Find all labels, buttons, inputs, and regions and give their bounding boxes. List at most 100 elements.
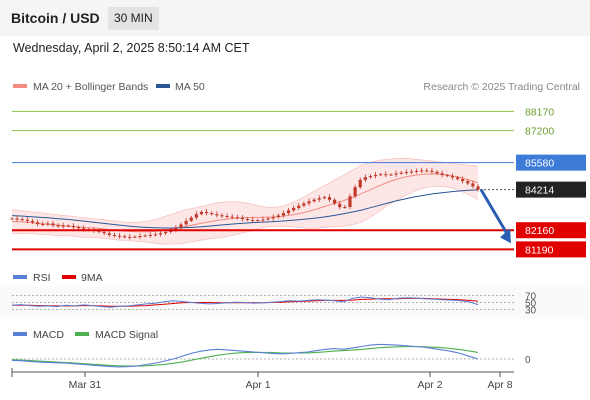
- candle: [71, 223, 76, 230]
- candle: [220, 213, 224, 218]
- level-label: 85580: [525, 158, 554, 170]
- candle: [389, 173, 393, 176]
- legend-label-ma50: MA 50: [175, 81, 205, 93]
- candle: [15, 215, 19, 222]
- candle: [425, 168, 429, 173]
- candle: [235, 214, 239, 220]
- legend-swatch-ma20: [13, 84, 27, 88]
- candle: [307, 198, 311, 206]
- candle: [404, 169, 408, 175]
- macd-legend-label: MACD: [33, 329, 64, 341]
- candle: [179, 222, 183, 230]
- forecast-arrow: [479, 188, 511, 244]
- candle: [435, 170, 439, 175]
- candle: [414, 168, 419, 174]
- level-pivot: 85580: [12, 154, 586, 171]
- candle: [343, 204, 347, 209]
- ma20-line: [11, 173, 479, 233]
- candle: [430, 167, 434, 175]
- ma50-line: [11, 189, 479, 229]
- candle: [204, 208, 209, 216]
- rsi-line: [11, 296, 479, 308]
- candle: [276, 213, 280, 219]
- chart-datetime: Wednesday, April 2, 2025 8:50:14 AM CET: [13, 41, 250, 55]
- candle: [25, 216, 29, 224]
- candle: [317, 195, 321, 202]
- macd-panel: 0: [11, 343, 531, 368]
- candle: [112, 232, 117, 238]
- candle: [184, 218, 188, 227]
- macd-line: [11, 343, 479, 368]
- rsi-level-label: 70: [525, 292, 537, 303]
- candle: [123, 234, 127, 239]
- timeframe-badge[interactable]: 30 MIN: [108, 7, 159, 30]
- candle: [409, 169, 414, 174]
- candle: [471, 180, 475, 189]
- candle: [107, 230, 111, 237]
- x-tick-label: Apr 8: [487, 379, 512, 391]
- candle: [36, 219, 40, 227]
- candle: [286, 208, 291, 216]
- candle: [368, 174, 373, 179]
- candle: [399, 170, 403, 175]
- bollinger-lower: [11, 185, 479, 245]
- candle: [128, 233, 132, 240]
- main-legend: MA 20 + Bollinger Bands MA 50 Research ©…: [13, 81, 580, 93]
- rsi-level-label: 30: [525, 305, 537, 316]
- level-support: 82160: [12, 222, 586, 239]
- candle: [379, 172, 383, 177]
- candle: [158, 230, 163, 237]
- rsi-ma-legend-swatch: [62, 275, 76, 279]
- level-target: 87200: [12, 126, 554, 138]
- price-panel: [10, 157, 480, 245]
- rsi-legend-label: RSI: [33, 272, 51, 284]
- chart-header: Bitcoin / USD 30 MIN: [0, 0, 590, 36]
- instrument-title: Bitcoin / USD: [11, 10, 100, 26]
- candle: [133, 235, 137, 239]
- x-axis: Mar 31 Apr 1 Apr 2 Apr 8: [11, 368, 514, 391]
- level-label: 87200: [525, 126, 554, 138]
- candle: [476, 183, 480, 192]
- candle: [225, 213, 229, 219]
- candle: [76, 225, 81, 230]
- candle: [245, 217, 250, 222]
- rsi-legend: RSI 9MA: [13, 272, 103, 284]
- candle: [327, 194, 332, 203]
- candle: [251, 216, 255, 223]
- candle: [256, 218, 260, 222]
- candle: [333, 198, 337, 206]
- candle: [281, 210, 286, 218]
- candle: [292, 205, 296, 213]
- bollinger-band: [12, 158, 478, 245]
- candle: [41, 221, 45, 227]
- candle: [51, 220, 55, 228]
- level-support: 81190: [12, 241, 586, 258]
- candle: [394, 170, 398, 177]
- candle: [363, 174, 367, 183]
- candle: [466, 179, 470, 186]
- candle: [302, 201, 306, 208]
- level-current: 84214: [480, 181, 586, 198]
- candle: [66, 224, 70, 228]
- level-label: 88170: [525, 106, 554, 118]
- candle: [210, 211, 214, 216]
- candle: [56, 223, 60, 228]
- macd-legend: MACD MACD Signal: [13, 329, 158, 341]
- level-label: 82160: [525, 225, 554, 237]
- candle: [194, 211, 198, 220]
- level-target: 88170: [12, 106, 554, 118]
- watermark: Research © 2025 Trading Central: [423, 81, 580, 93]
- candle: [230, 214, 234, 220]
- candle: [261, 216, 265, 223]
- candle: [338, 200, 342, 210]
- candle: [297, 203, 301, 211]
- candle: [312, 198, 316, 203]
- candle: [384, 171, 388, 178]
- rsi-level-label: 50: [525, 299, 537, 310]
- legend-label-ma20: MA 20 + Bollinger Bands: [33, 81, 148, 93]
- candle: [358, 177, 362, 190]
- macd-signal-legend-label: MACD Signal: [95, 329, 158, 341]
